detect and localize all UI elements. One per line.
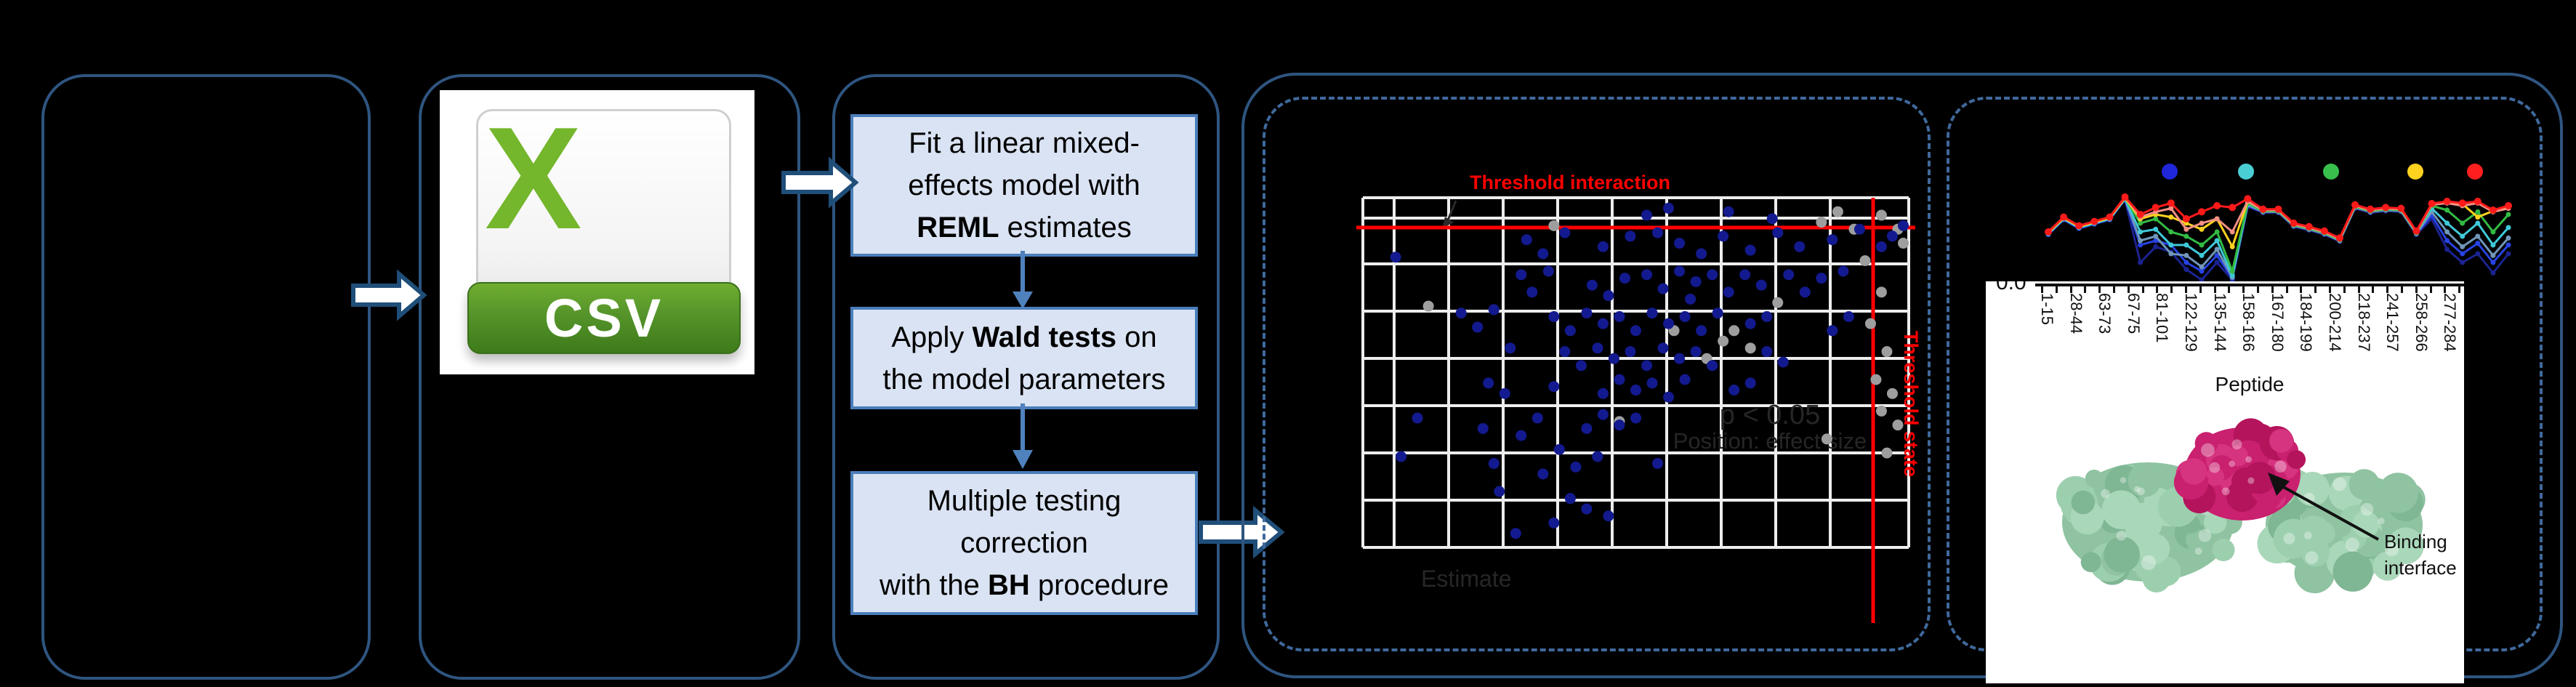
scatter-title: Threshold interaction [1469,172,1671,193]
down-arrow-1 [1013,251,1033,309]
process-box-wald: Apply Wald tests on the model parameters [850,307,1198,409]
excel-x-logo: X [485,97,582,260]
y-axis-tick-label: 0.0 [1996,281,2026,294]
x-axis-line [2035,284,2464,286]
svg-text:p < 0.05: p < 0.05 [1720,400,1820,430]
panel-volcano [1263,97,1931,651]
svg-text:Position: effect size: Position: effect size [1673,428,1867,454]
panel-step3-stats [832,74,1220,680]
csv-banner: CSV [467,282,741,354]
process-box-bh: Multiple testing correction with the BH pr… [850,471,1198,615]
peptide-figure-box: 0.0 1-15 28-44 63-73 67-75 81-101 122-129 135-… [1986,281,2464,683]
csv-banner-label: CSV [544,288,664,348]
binding-interface-label: Binding interface [2384,531,2457,579]
results-container [1241,73,2563,678]
spreadsheet-grid-right [609,118,725,281]
uptake-line-chart [2045,164,2512,283]
process-box-lmm: Fit a linear mixed-effects model with REM… [850,114,1198,257]
spreadsheet-grid-left [481,236,609,282]
flow-arrow-3 [1199,505,1285,559]
csv-file-icon: X CSV [440,90,754,374]
flow-arrow-1 [351,269,427,321]
down-arrow-2 [1013,403,1033,469]
svg-text:Estimate: Estimate [1421,566,1511,592]
threshold-state-label: Threshold state [1900,331,1922,478]
protein-structure-image [2056,418,2426,594]
panel-step1 [41,74,371,680]
flow-arrow-2 [781,156,859,209]
panel-step2-csv [419,74,800,680]
x-axis-title: Peptide [2215,373,2285,395]
